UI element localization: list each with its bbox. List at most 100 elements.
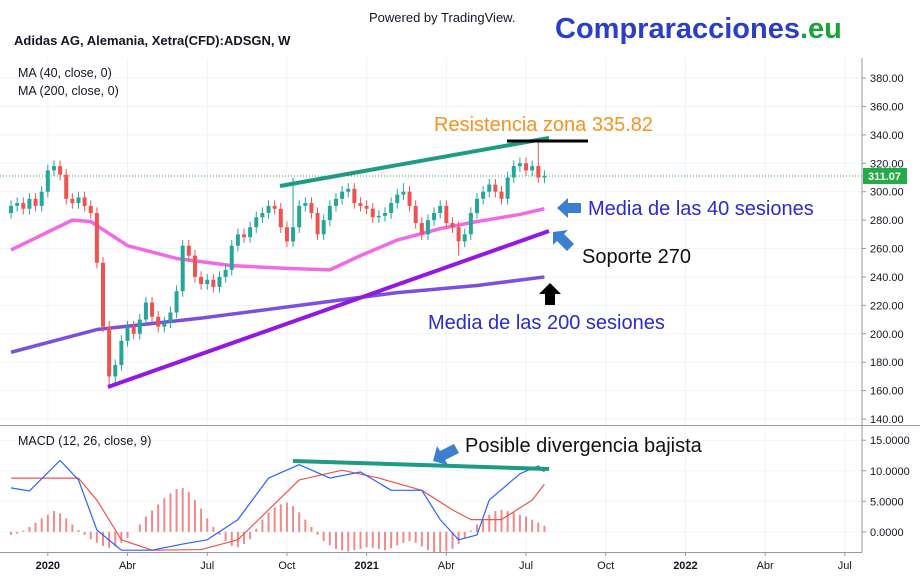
candle-body (137, 319, 142, 334)
histogram-bar (518, 514, 521, 532)
candle-body (205, 279, 210, 285)
histogram-bar (482, 519, 485, 532)
histogram-bar (59, 513, 62, 532)
candle-body (266, 205, 271, 214)
histogram-bar (218, 531, 221, 535)
histogram-bar (261, 519, 264, 532)
candle-body (131, 326, 136, 334)
histogram-bar (181, 487, 184, 532)
histogram-bar (500, 509, 503, 532)
histogram-bar (40, 518, 43, 532)
histogram-bar (138, 524, 141, 532)
x-tick-label: Jul (519, 560, 533, 572)
histogram-bar (439, 531, 442, 552)
annotation: Resistencia zona 335.82 (434, 114, 653, 136)
candle-body (413, 205, 418, 223)
candle-body (58, 166, 63, 175)
candle-body (278, 208, 283, 228)
arrow (557, 198, 581, 218)
candle-body (39, 191, 44, 206)
macd-pane (10, 459, 546, 552)
y-tick-label: 360.00 (870, 101, 904, 113)
arrow (539, 283, 561, 305)
candle-body (468, 213, 473, 235)
candle-body (125, 326, 130, 341)
candle-body (235, 234, 240, 246)
histogram-bar (95, 531, 98, 543)
candle-body (119, 340, 124, 366)
candle-body (217, 276, 222, 287)
histogram-bar (414, 531, 417, 543)
y-tick-label: 200.00 (870, 329, 904, 341)
candle-body (51, 166, 56, 171)
last-price-box (863, 167, 907, 184)
histogram-bar (334, 531, 337, 549)
divergence-line (292, 459, 550, 471)
histogram-bar (169, 493, 172, 532)
histogram-bar (151, 510, 154, 532)
histogram-bar (310, 526, 313, 532)
x-tick-label: Jul (838, 560, 852, 572)
histogram-bar (304, 519, 307, 532)
macd-title: MACD (12, 26, close, 9) (18, 434, 151, 448)
histogram-bar (175, 489, 178, 532)
histogram-bar (52, 511, 55, 532)
histogram-bar (292, 506, 295, 532)
candle-body (113, 365, 118, 377)
arrow (433, 444, 459, 465)
candle-body (462, 234, 467, 242)
plot (0, 141, 862, 552)
logo-name: Compraracciones (555, 13, 800, 45)
y-tick-label: 300.00 (870, 187, 904, 199)
histogram-bar (525, 516, 528, 532)
candle-body (229, 245, 234, 270)
candle-body (321, 220, 326, 235)
annotation: Posible divergencia bajista (465, 435, 703, 457)
annotation: Soporte 270 (582, 246, 691, 268)
y-tick-label: 240.00 (870, 272, 904, 284)
candle-body (174, 291, 179, 313)
histogram-bar (83, 531, 86, 535)
candle-body (370, 208, 375, 218)
histogram-bar (187, 492, 190, 532)
candle-body (340, 191, 345, 199)
histogram-bar (279, 504, 282, 532)
candle-body (297, 205, 302, 228)
histogram-bar (420, 531, 423, 547)
histogram-bar (126, 531, 129, 538)
grid (0, 58, 866, 556)
candle-body (530, 166, 535, 171)
y-tick-label: 140.00 (870, 414, 904, 426)
y-tick-label: 260.00 (870, 244, 904, 256)
histogram-bar (426, 531, 429, 551)
candle-body (438, 205, 443, 214)
candle-body (524, 163, 529, 171)
logo: Compraracciones.eu (555, 13, 842, 45)
candle-body (474, 198, 479, 214)
annotation: Media de las 40 sesiones (588, 198, 814, 220)
chart-title: Adidas AG, Alemania, Xetra(CFD):ADSGN, W (14, 33, 291, 48)
candle-body (450, 222, 455, 228)
candle-body (487, 184, 492, 192)
candle-body (162, 322, 167, 327)
histogram-bar (193, 500, 196, 532)
histogram-bar (157, 504, 160, 532)
histogram-bar (71, 524, 74, 532)
histogram-bar (390, 531, 393, 549)
histogram-bar (402, 531, 405, 543)
histogram-bar (101, 531, 104, 546)
candle-body (168, 312, 173, 323)
histogram-bar (408, 531, 411, 542)
candle-body (107, 326, 112, 377)
candle-body (284, 227, 289, 242)
candle-body (15, 203, 20, 206)
candle-body (88, 205, 93, 214)
legend-entry: MA (200, close, 0) (18, 84, 119, 98)
x-tick-label: 2020 (36, 560, 60, 572)
histogram-bar (255, 528, 258, 532)
histogram-bar (537, 522, 540, 532)
candle-body (180, 245, 185, 292)
x-tick-label: Oct (597, 560, 614, 572)
histogram-bar (512, 512, 515, 532)
